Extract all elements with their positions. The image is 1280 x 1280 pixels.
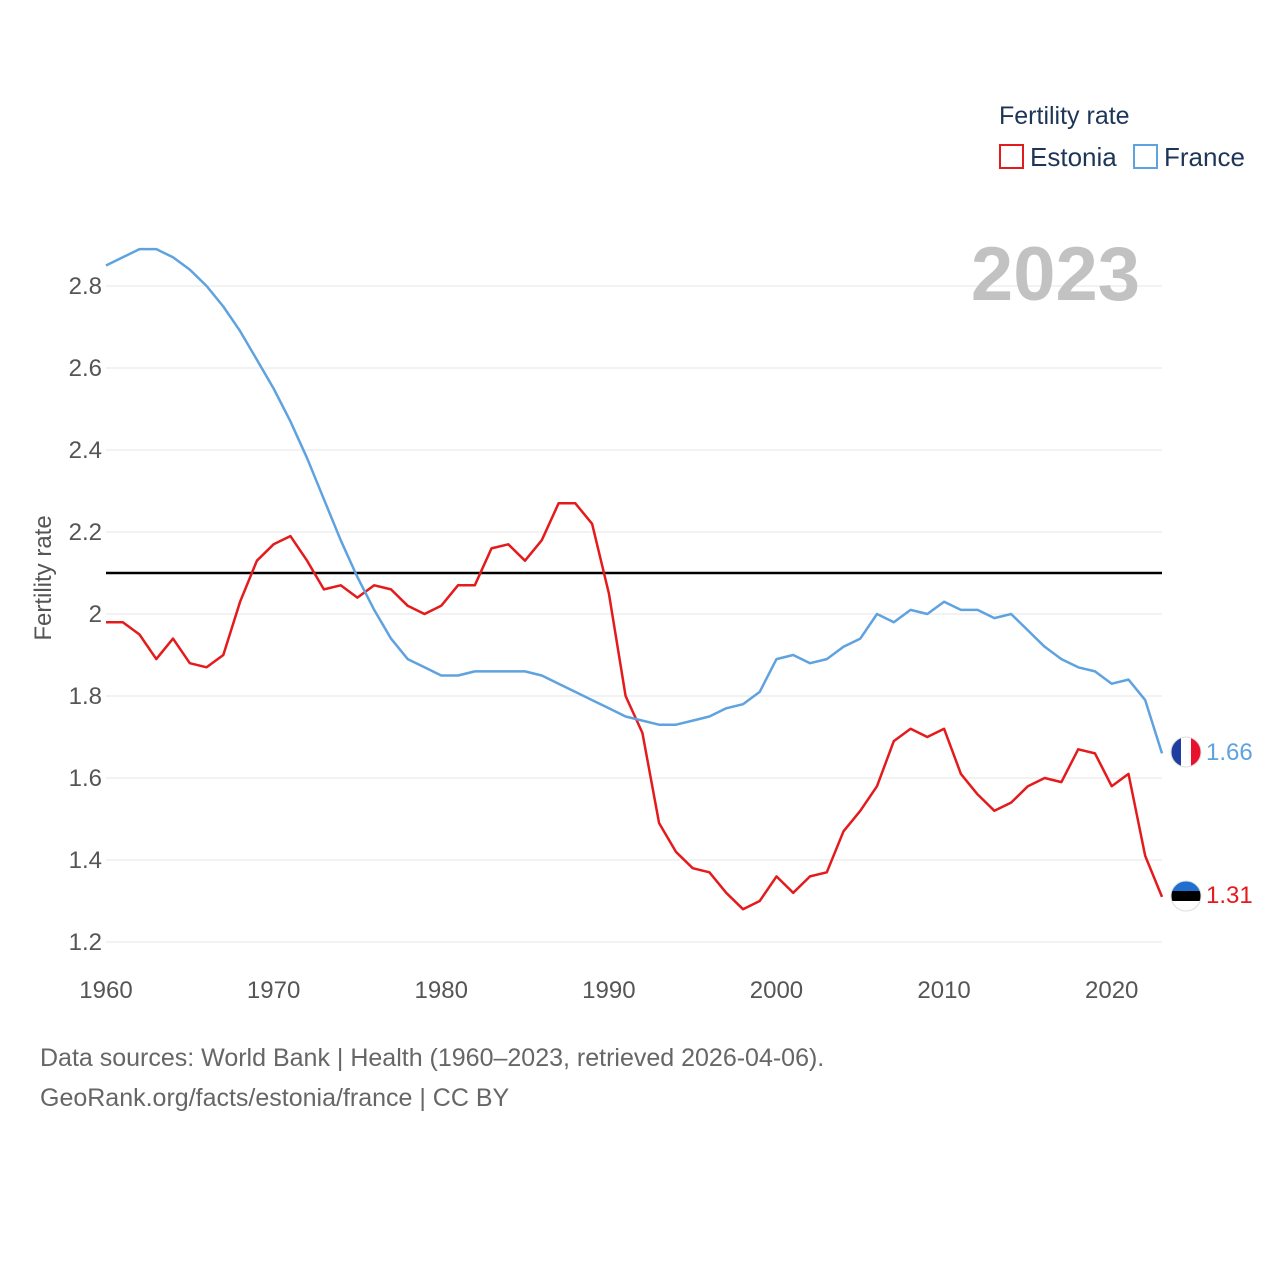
series-lines	[105, 247, 1164, 911]
x-axis-ticks: 1960 1970 1980 1990 2000 2010 2020	[79, 977, 1138, 1004]
x-tick-label: 1980	[415, 977, 468, 1004]
estonia-flag-icon	[1171, 881, 1201, 911]
legend-swatch-france	[1133, 144, 1158, 169]
current-year-label: 2023	[971, 232, 1140, 317]
y-tick-label: 1.8	[69, 683, 102, 710]
fertility-rate-chart: 1.21.41.61.822.22.42.62.8 1960 1970 1980 19…	[30, 102, 1253, 1004]
x-tick-label: 1990	[582, 977, 635, 1004]
y-tick-label: 2.2	[69, 519, 102, 546]
legend-label-estonia: Estonia	[1030, 142, 1117, 172]
legend-swatch-estonia	[999, 144, 1024, 169]
legend-title: Fertility rate	[999, 102, 1130, 130]
legend-item-estonia[interactable]: Estonia	[999, 142, 1117, 172]
legend-item-france[interactable]: France	[1133, 142, 1245, 172]
y-tick-label: 2	[89, 601, 102, 628]
y-tick-label: 1.4	[69, 847, 102, 874]
end-value-france: 1.66	[1206, 739, 1253, 766]
y-tick-label: 2.6	[69, 355, 102, 382]
legend-label-france: France	[1164, 142, 1245, 172]
x-tick-label: 1960	[79, 977, 132, 1004]
y-tick-label: 2.8	[69, 273, 102, 300]
x-tick-label: 2020	[1085, 977, 1138, 1004]
y-tick-label: 1.6	[69, 765, 102, 792]
legend[interactable]: Fertility rate Estonia France	[999, 102, 1245, 172]
grid-lines	[106, 285, 1162, 943]
y-tick-label: 1.2	[69, 929, 102, 956]
x-tick-label: 1970	[247, 977, 300, 1004]
y-tick-label: 2.4	[69, 437, 102, 464]
y-axis-ticks: 1.2 1.4 1.6 1.8 2 2.2 2.4 2.6 2.8	[69, 273, 102, 956]
end-value-estonia: 1.31	[1206, 882, 1253, 909]
series-line-france	[105, 247, 1164, 754]
series-line-estonia	[106, 502, 1164, 911]
footer-sources: Data sources: World Bank | Health (1960–…	[40, 1044, 825, 1072]
x-tick-label: 2010	[917, 977, 970, 1004]
footer-attribution-link[interactable]: GeoRank.org/facts/estonia/france | CC BY	[40, 1084, 510, 1112]
y-axis-title: Fertility rate	[30, 515, 57, 640]
france-flag-icon	[1171, 737, 1201, 767]
x-tick-label: 2000	[750, 977, 803, 1004]
